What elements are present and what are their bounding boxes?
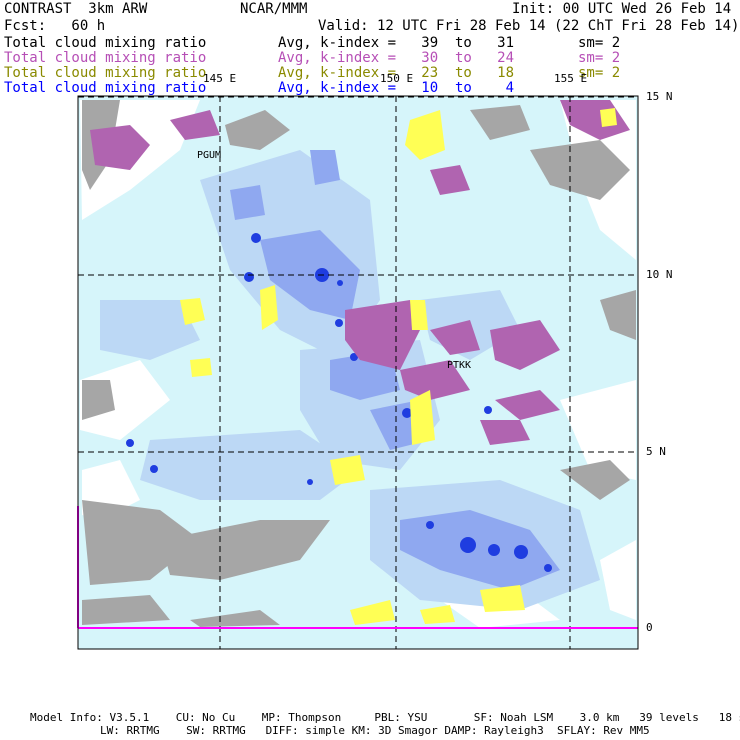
init-time: Init: 00 UTC Wed 26 Feb 14 — [512, 1, 732, 17]
valid-time: Valid: 12 UTC Fri 28 Feb 14 (22 ChT Fri … — [318, 18, 740, 34]
lon-label: 145 E — [203, 72, 237, 85]
field-stat: Avg, k-index = 23 to 18 — [278, 65, 515, 81]
lat-label: 10 N — [646, 268, 673, 281]
organization: NCAR/MMM — [240, 1, 308, 17]
field-stat: Avg, k-index = 39 to 31 — [278, 35, 515, 51]
low-cloud-areas — [82, 100, 636, 627]
lon-label: 150 E — [380, 72, 414, 85]
lat-label: 5 N — [646, 445, 666, 458]
station-label: PGUM — [197, 150, 222, 161]
mid-cloud-areas — [90, 100, 630, 445]
field-smoothing: sm= 2 — [578, 65, 621, 81]
field-name: Total cloud mixing ratio — [4, 35, 207, 51]
deep-cloud-cores — [126, 233, 552, 572]
lat-label: 15 N — [646, 90, 673, 103]
lat-label: 0 — [646, 621, 653, 634]
graticule — [78, 96, 638, 649]
field-smoothing: sm= 2 — [578, 35, 621, 51]
high-cloud-areas — [180, 108, 617, 625]
model-info-line2: LW: RRTMG SW: RRTMG DIFF: simple KM: 3D … — [100, 724, 650, 737]
field-smoothing: sm= 2 — [578, 50, 621, 66]
map-frame — [77, 95, 639, 650]
field-stat: Avg, k-index = 30 to 24 — [278, 50, 515, 66]
model-name: CONTRAST 3km ARW — [4, 1, 148, 17]
field-name: Total cloud mixing ratio — [4, 50, 207, 66]
forecast-hour: Fcst: 60 h — [4, 18, 106, 34]
station-label: PTKK — [447, 360, 472, 371]
field-name: Total cloud mixing ratio — [4, 80, 207, 96]
model-info-line1: Model Info: V3.5.1 CU: No Cu MP: Thompso… — [30, 711, 740, 724]
lon-label: 155 E — [554, 72, 588, 85]
field-name: Total cloud mixing ratio — [4, 65, 207, 81]
field-stat: Avg, k-index = 10 to 4 — [278, 80, 515, 96]
